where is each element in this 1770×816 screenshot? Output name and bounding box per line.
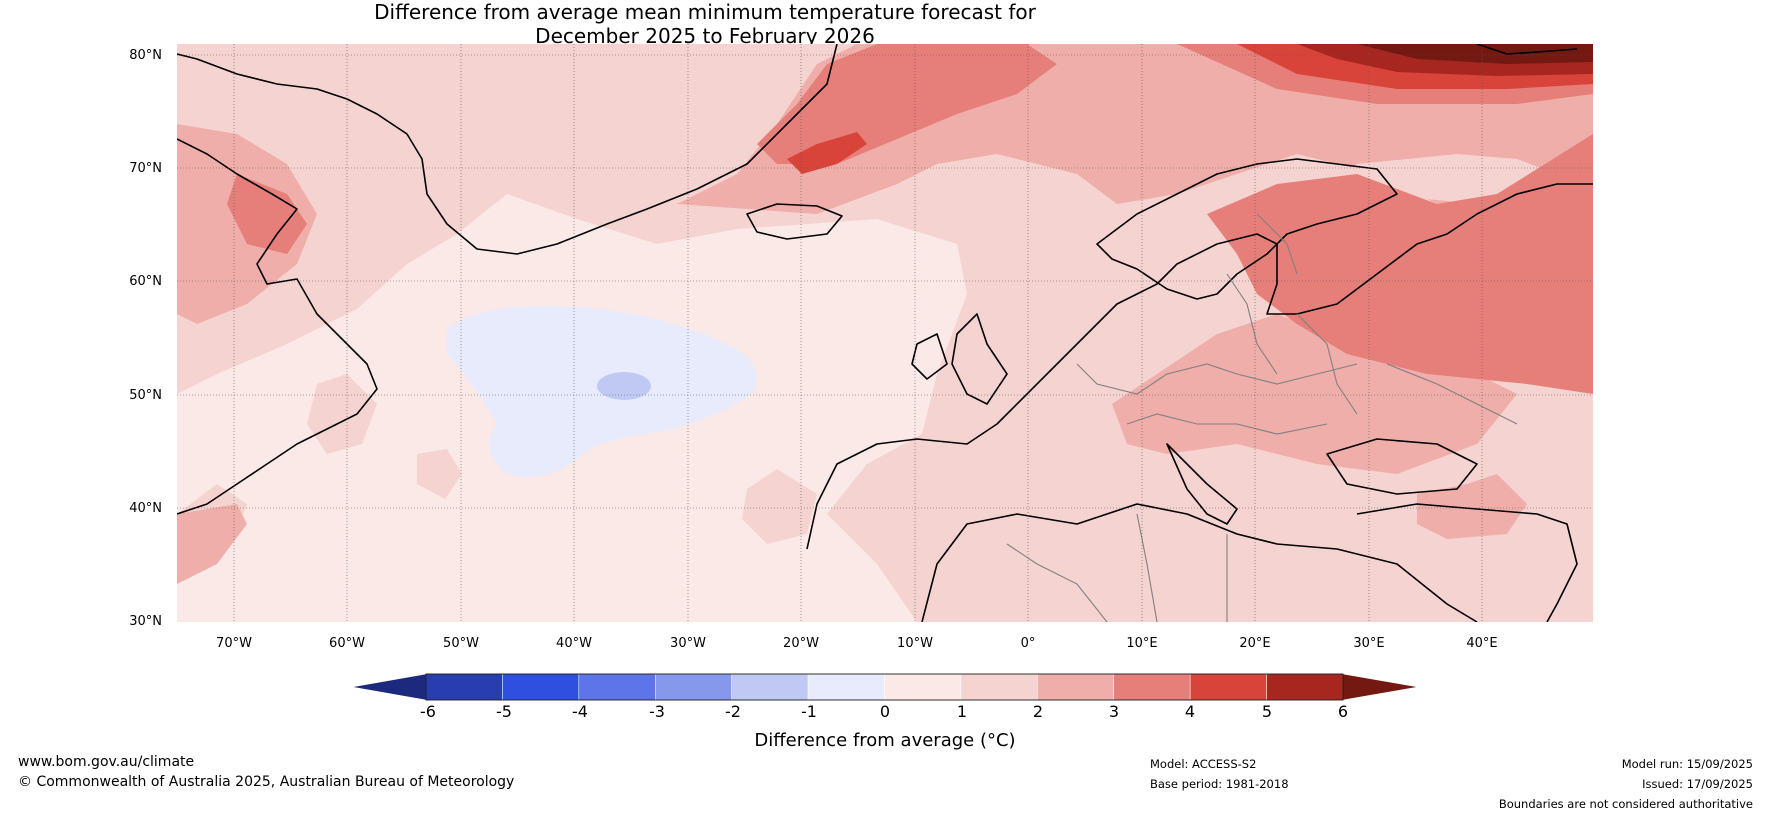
colorbar-tick: -2 — [725, 702, 741, 721]
lon-label-10e: 10°E — [1126, 636, 1158, 651]
colorbar-extend-high — [1342, 673, 1418, 701]
lat-label-70n: 70°N — [129, 161, 162, 176]
colorbar-segment — [884, 673, 962, 701]
anomaly-band-1-2 — [177, 44, 1593, 622]
colorbar-segment — [1266, 673, 1344, 701]
lon-label-10w: 10°W — [897, 636, 933, 651]
colorbar-tick: 5 — [1261, 702, 1273, 721]
colorbar-segment — [731, 673, 809, 701]
colorbar-extend-low — [352, 673, 427, 701]
lon-label-0: 0° — [1020, 636, 1036, 651]
coastlines — [177, 44, 1593, 622]
colorbar-segment — [1113, 673, 1191, 701]
colorbar-tick: 6 — [1337, 702, 1349, 721]
disclaimer-text: Boundaries are not considered authoritat… — [1498, 797, 1753, 811]
colorbar-segment — [1189, 673, 1267, 701]
colorbar-segment — [807, 673, 885, 701]
website-link[interactable]: www.bom.gov.au/climate — [18, 754, 195, 770]
lon-label-30w: 30°W — [670, 636, 706, 651]
lon-label-40w: 40°W — [556, 636, 592, 651]
colorbar-segment — [960, 673, 1038, 701]
base-period-text: Base period: 1981-2018 — [1150, 777, 1289, 791]
anomaly-map-svg — [177, 44, 1593, 622]
colorbar-segment — [1037, 673, 1114, 701]
colorbar-segment — [655, 673, 732, 701]
lon-label-60w: 60°W — [329, 636, 365, 651]
colorbar-tick: -1 — [801, 702, 817, 721]
lon-label-20e: 20°E — [1239, 636, 1271, 651]
lat-label-80n: 80°N — [129, 48, 162, 63]
map-title: Difference from average mean minimum tem… — [0, 0, 1410, 48]
issued-text: Issued: 17/09/2025 — [1642, 777, 1753, 791]
lat-label-50n: 50°N — [129, 388, 162, 403]
graticule — [177, 44, 1593, 622]
lon-label-70w: 70°W — [216, 636, 252, 651]
colorbar-tick: -4 — [572, 702, 588, 721]
model-run-text: Model run: 15/09/2025 — [1621, 757, 1753, 771]
country-borders — [1006, 213, 1518, 622]
colorbar-segment — [502, 673, 580, 701]
colorbar-segment — [425, 673, 503, 701]
colorbar-tick: 2 — [1032, 702, 1044, 721]
model-text: Model: ACCESS-S2 — [1150, 757, 1257, 771]
colorbar-tick: 1 — [956, 702, 968, 721]
anomaly-map — [177, 44, 1593, 622]
colorbar-tick: 4 — [1184, 702, 1196, 721]
colorbar-tick: 3 — [1108, 702, 1120, 721]
lat-label-60n: 60°N — [129, 274, 162, 289]
lat-label-40n: 40°N — [129, 501, 162, 516]
map-title-line1: Difference from average mean minimum tem… — [374, 0, 1036, 24]
colorbar-tick: -3 — [649, 702, 665, 721]
anomaly-band-neg2-neg1 — [597, 372, 651, 400]
lon-label-30e: 30°E — [1353, 636, 1385, 651]
lon-label-20w: 20°W — [783, 636, 819, 651]
lat-label-30n: 30°N — [129, 614, 162, 629]
colorbar — [352, 673, 1418, 701]
colorbar-tick: -6 — [420, 702, 436, 721]
copyright-text: © Commonwealth of Australia 2025, Austra… — [18, 774, 515, 790]
colorbar-label: Difference from average (°C) — [754, 730, 1016, 751]
lon-label-40e: 40°E — [1466, 636, 1498, 651]
colorbar-tick: -5 — [496, 702, 512, 721]
lon-label-50w: 50°W — [443, 636, 479, 651]
anomaly-band-6-plus — [1357, 44, 1593, 64]
colorbar-tick: 0 — [879, 702, 891, 721]
colorbar-segment — [578, 673, 656, 701]
